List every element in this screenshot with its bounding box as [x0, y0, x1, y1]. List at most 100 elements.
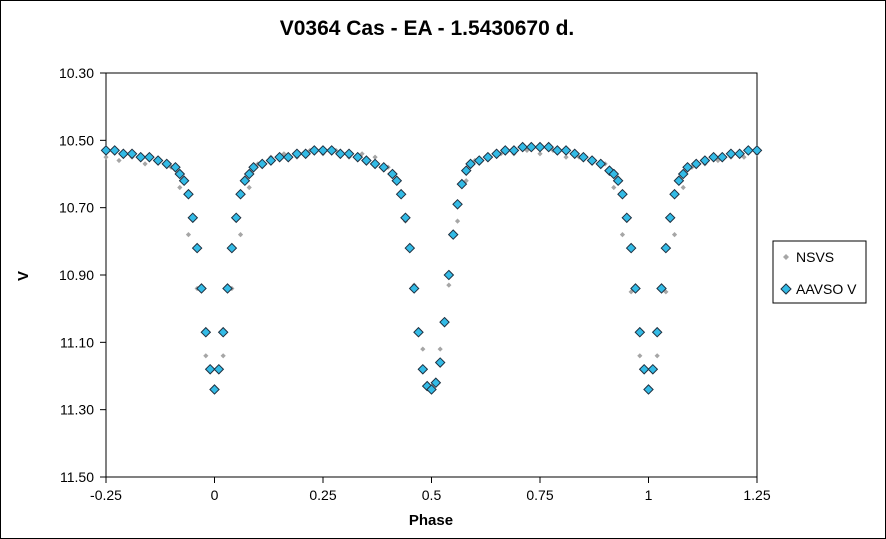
y-tick-label: 10.70 — [59, 200, 94, 216]
aavso-point — [222, 283, 233, 294]
aavso-point — [673, 175, 685, 187]
aavso-point — [456, 178, 468, 190]
aavso-point — [690, 158, 702, 170]
aavso-point — [734, 148, 745, 160]
plot-area — [105, 72, 758, 478]
legend-label: NSVS — [796, 249, 834, 265]
aavso-point — [560, 145, 572, 156]
aavso-point — [621, 212, 633, 224]
aavso-point — [378, 161, 390, 173]
aavso-point — [200, 326, 212, 338]
series-aavso-v — [100, 141, 763, 395]
nsvs-point — [454, 218, 461, 224]
y-axis-title: V — [15, 271, 32, 281]
aavso-point — [743, 145, 754, 156]
y-tick-label: 11.50 — [60, 469, 94, 485]
chart-title: V0364 Cas - EA - 1.5430670 d. — [280, 17, 575, 40]
aavso-point — [248, 161, 259, 173]
aavso-point — [291, 148, 303, 160]
nsvs-point — [619, 232, 626, 238]
aavso-point — [317, 145, 329, 156]
aavso-point — [326, 145, 337, 156]
aavso-point — [426, 384, 437, 395]
aavso-point — [265, 155, 277, 166]
nsvs-point — [220, 353, 226, 359]
aavso-point — [400, 212, 411, 224]
aavso-point — [100, 145, 112, 156]
aavso-point — [178, 175, 190, 187]
nsvs-point — [671, 232, 678, 238]
aavso-point — [243, 168, 255, 180]
aavso-point — [352, 151, 364, 163]
aavso-point — [682, 161, 693, 173]
aavso-point — [152, 155, 164, 166]
aavso-point — [239, 175, 251, 187]
y-tick-label: 10.90 — [59, 267, 94, 283]
aavso-point — [343, 148, 355, 160]
aavso-point — [230, 212, 242, 224]
nsvs-point — [116, 157, 122, 164]
aavso-point — [651, 326, 663, 338]
aavso-point — [638, 363, 650, 375]
legend-box — [772, 240, 867, 304]
aavso-point — [543, 141, 554, 153]
aavso-point — [404, 242, 416, 254]
aavso-point — [452, 198, 463, 210]
aavso-point — [625, 242, 637, 254]
aavso-point — [677, 168, 689, 180]
nsvs-point — [446, 282, 452, 288]
aavso-point — [408, 283, 420, 294]
aavso-point — [725, 148, 737, 160]
legend: NSVS AAVSO V — [772, 240, 867, 304]
aavso-point — [465, 158, 476, 170]
aavso-point — [282, 151, 294, 163]
aavso-point — [664, 212, 676, 224]
nsvs-point — [372, 154, 378, 160]
aavso-point — [161, 158, 173, 170]
x-tick-label: 0.5 — [422, 487, 442, 503]
aavso-point — [144, 151, 155, 163]
aavso-point — [369, 158, 381, 170]
legend-marker-aavso-v — [780, 283, 792, 295]
nsvs-point — [663, 289, 669, 295]
aavso-point — [499, 145, 511, 156]
y-tick-label: 10.30 — [59, 65, 94, 81]
nsvs-point — [203, 353, 209, 359]
aavso-point — [708, 151, 719, 163]
x-tick-label: 0.25 — [309, 487, 336, 503]
nsvs-point — [637, 353, 643, 359]
aavso-point — [434, 357, 446, 368]
aavso-point — [491, 148, 502, 160]
aavso-point — [751, 145, 763, 156]
nsvs-point — [563, 154, 569, 160]
aavso-point — [256, 158, 268, 170]
aavso-point — [716, 151, 728, 163]
aavso-point — [196, 283, 207, 294]
aavso-point — [656, 283, 667, 294]
aavso-point — [643, 384, 654, 395]
aavso-point — [699, 155, 711, 166]
aavso-point — [395, 188, 407, 200]
aavso-point — [361, 155, 372, 166]
y-tick-label: 11.10 — [60, 334, 94, 350]
aavso-point — [534, 141, 546, 153]
aavso-point — [634, 326, 646, 338]
aavso-point — [170, 161, 181, 173]
x-tick-label: -0.25 — [90, 487, 122, 503]
aavso-point — [578, 151, 589, 163]
aavso-point — [552, 145, 563, 156]
x-axis-title: Phase — [409, 512, 453, 529]
legend-label: AAVSO V — [796, 281, 857, 297]
x-tick-label: 0 — [211, 487, 219, 503]
x-tick-label: 1 — [645, 487, 653, 503]
aavso-point — [660, 242, 672, 254]
aavso-point — [226, 242, 238, 254]
nsvs-point — [237, 232, 244, 238]
aavso-point — [217, 326, 229, 338]
nsvs-point — [628, 289, 634, 295]
nsvs-point — [654, 353, 660, 359]
nsvs-point — [142, 161, 148, 167]
aavso-point — [187, 212, 199, 224]
aavso-point — [447, 229, 459, 240]
